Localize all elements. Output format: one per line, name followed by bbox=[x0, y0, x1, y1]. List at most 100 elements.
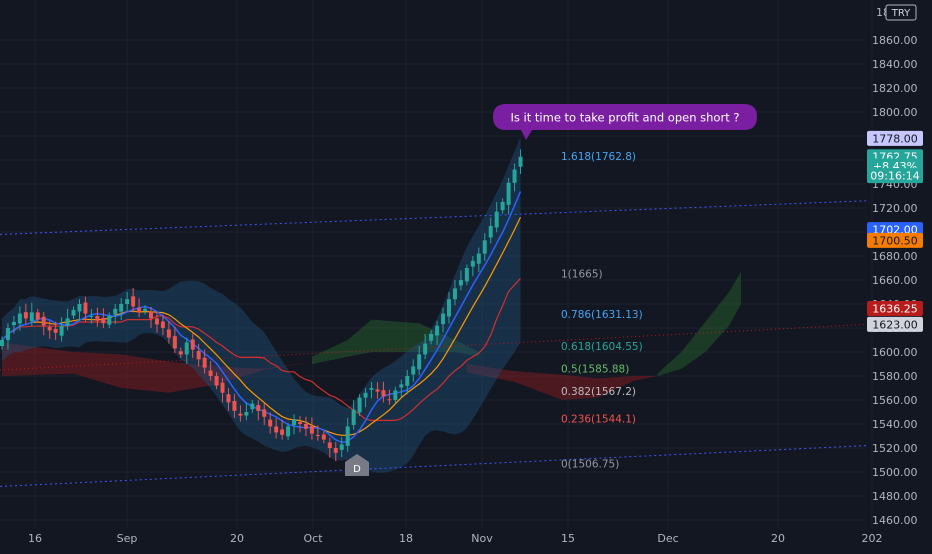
candle[interactable] bbox=[363, 392, 368, 398]
candle[interactable] bbox=[512, 169, 517, 183]
candle[interactable] bbox=[17, 313, 22, 324]
candle[interactable] bbox=[375, 389, 380, 392]
candle[interactable] bbox=[190, 339, 195, 350]
candle[interactable] bbox=[381, 390, 386, 397]
x-tick-label: Sep bbox=[117, 532, 138, 545]
candle[interactable] bbox=[435, 325, 440, 336]
candle[interactable] bbox=[399, 384, 404, 388]
candle[interactable] bbox=[387, 399, 392, 401]
candle[interactable] bbox=[11, 322, 16, 326]
candle[interactable] bbox=[321, 434, 326, 440]
candle[interactable] bbox=[220, 382, 225, 393]
candle[interactable] bbox=[238, 413, 243, 416]
candle[interactable] bbox=[89, 316, 94, 317]
candle[interactable] bbox=[411, 366, 416, 375]
candle[interactable] bbox=[452, 288, 457, 300]
candle[interactable] bbox=[172, 336, 177, 349]
candle[interactable] bbox=[309, 425, 314, 434]
candle[interactable] bbox=[500, 202, 505, 211]
candle[interactable] bbox=[131, 296, 136, 307]
band-fill bbox=[2, 136, 521, 473]
candle[interactable] bbox=[35, 312, 40, 320]
candle[interactable] bbox=[226, 394, 231, 403]
series-marker[interactable]: D bbox=[345, 454, 369, 476]
candle[interactable] bbox=[119, 304, 124, 312]
candle[interactable] bbox=[286, 426, 291, 437]
candle[interactable] bbox=[77, 304, 82, 312]
candle[interactable] bbox=[41, 316, 46, 326]
candle[interactable] bbox=[262, 409, 267, 417]
candle[interactable] bbox=[464, 268, 469, 282]
candle[interactable] bbox=[280, 429, 285, 435]
candle[interactable] bbox=[298, 422, 302, 424]
candle[interactable] bbox=[417, 354, 422, 370]
candle[interactable] bbox=[351, 409, 356, 425]
time-axis[interactable]: 16 Sep 20 Oct 18 Nov 15 Dec 20 202 bbox=[28, 532, 883, 545]
candle[interactable] bbox=[315, 435, 320, 437]
candle[interactable] bbox=[113, 308, 118, 315]
candle[interactable] bbox=[65, 318, 70, 326]
candle[interactable] bbox=[143, 308, 148, 311]
candle[interactable] bbox=[208, 370, 213, 376]
candle[interactable] bbox=[447, 299, 451, 317]
candle[interactable] bbox=[268, 419, 273, 427]
candle[interactable] bbox=[441, 313, 446, 325]
candle[interactable] bbox=[345, 426, 350, 446]
candle[interactable] bbox=[149, 311, 153, 319]
candle[interactable] bbox=[196, 351, 201, 360]
candle[interactable] bbox=[47, 327, 52, 331]
candle[interactable] bbox=[59, 325, 64, 336]
candle[interactable] bbox=[101, 317, 106, 324]
candle[interactable] bbox=[274, 426, 279, 433]
candle[interactable] bbox=[250, 403, 255, 410]
candle[interactable] bbox=[429, 334, 434, 341]
candle[interactable] bbox=[423, 343, 428, 355]
annotation-bubble[interactable]: Is it time to take profit and open short… bbox=[493, 104, 757, 140]
candle[interactable] bbox=[476, 253, 481, 264]
slow-ma-line bbox=[1, 216, 522, 436]
candle[interactable] bbox=[292, 419, 297, 425]
candle[interactable] bbox=[178, 351, 183, 355]
candle[interactable] bbox=[95, 316, 100, 321]
candle[interactable] bbox=[5, 328, 10, 340]
candle[interactable] bbox=[256, 405, 261, 411]
candle[interactable] bbox=[184, 342, 189, 355]
candle[interactable] bbox=[160, 321, 165, 328]
candle[interactable] bbox=[71, 310, 76, 316]
candle[interactable] bbox=[23, 312, 28, 319]
candle[interactable] bbox=[482, 240, 487, 254]
candle[interactable] bbox=[232, 400, 237, 411]
candle[interactable] bbox=[202, 357, 207, 368]
candle[interactable] bbox=[53, 328, 58, 333]
y-tick-label: 1560.00 bbox=[872, 394, 918, 407]
candle[interactable] bbox=[214, 376, 219, 386]
candle[interactable] bbox=[303, 424, 308, 429]
candle[interactable] bbox=[29, 312, 34, 322]
candle[interactable] bbox=[107, 316, 112, 325]
candle[interactable] bbox=[494, 211, 499, 228]
candle[interactable] bbox=[405, 376, 410, 386]
candle[interactable] bbox=[470, 260, 475, 267]
candle[interactable] bbox=[333, 448, 338, 453]
candle[interactable] bbox=[0, 340, 4, 346]
currency-badge[interactable]: 18 TRY bbox=[876, 4, 917, 21]
candle[interactable] bbox=[327, 442, 332, 448]
candle[interactable] bbox=[339, 444, 344, 450]
candle[interactable] bbox=[83, 302, 88, 314]
price-axis[interactable]: 1460.00 1480.00 1500.00 1520.00 1540.00 1560.… bbox=[872, 34, 918, 527]
candles[interactable] bbox=[0, 149, 523, 462]
candle[interactable] bbox=[166, 329, 171, 338]
candle[interactable] bbox=[488, 226, 493, 238]
candle[interactable] bbox=[518, 156, 523, 167]
candle[interactable] bbox=[137, 307, 142, 313]
candle[interactable] bbox=[244, 412, 249, 416]
candle[interactable] bbox=[125, 299, 130, 304]
candle[interactable] bbox=[458, 280, 463, 286]
candle[interactable] bbox=[393, 390, 398, 400]
candle[interactable] bbox=[369, 388, 374, 390]
candle[interactable] bbox=[357, 397, 362, 413]
candle[interactable] bbox=[154, 318, 159, 325]
candle[interactable] bbox=[506, 182, 511, 205]
